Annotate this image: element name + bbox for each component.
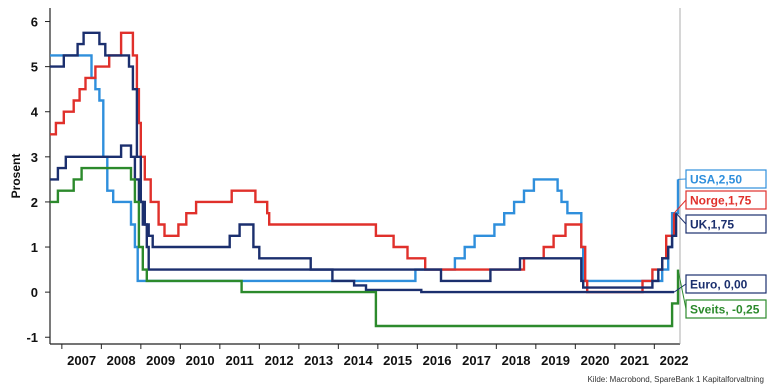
end-label-norge: Norge,1,75 (690, 194, 752, 208)
end-labels-layer: USA,2,50 Norge,1,75 UK,1,75 Euro, 0,00 Sveit… (673, 169, 767, 319)
y-tick-label: 1 (31, 240, 38, 255)
y-axis-label: Prosent (9, 154, 23, 199)
x-tick-label: 2020 (581, 353, 610, 368)
x-tick-label: 2011 (225, 353, 253, 368)
series-line-sveits (50, 166, 680, 328)
end-label-box-norge (685, 190, 767, 210)
series-line-euro (50, 144, 675, 294)
end-label-box-sveits (685, 299, 767, 319)
y-tick-label: 3 (31, 150, 38, 165)
x-tick-label: 2012 (265, 353, 294, 368)
leader-line-uk (675, 212, 687, 225)
x-tick-label: 2021 (620, 353, 649, 368)
y-tick-label: -1 (26, 330, 38, 345)
x-tick-label: 2017 (462, 353, 491, 368)
x-tick-label: 2016 (423, 353, 452, 368)
leader-line-euro (673, 283, 687, 293)
series-line-norge (50, 31, 676, 294)
end-label-box-euro (685, 274, 767, 294)
end-label-uk: UK,1,75 (690, 218, 734, 232)
x-tick-label: 2019 (541, 353, 570, 368)
x-tick-label: 2007 (67, 353, 96, 368)
x-tick-label: 2013 (304, 353, 333, 368)
end-label-usa: USA,2,50 (690, 173, 742, 187)
x-tick-label: 2010 (186, 353, 215, 368)
x-tick-label: 2008 (107, 353, 136, 368)
x-tick-label: 2009 (146, 353, 175, 368)
end-label-euro: Euro, 0,00 (690, 278, 748, 292)
series-layer (50, 31, 680, 328)
y-tick-label: 5 (31, 60, 38, 75)
x-tick-label: 2015 (383, 353, 412, 368)
y-tick-label: 0 (31, 285, 38, 300)
end-label-box-usa (685, 169, 767, 189)
y-tick-label: 6 (31, 15, 38, 30)
y-tick-label: 2 (31, 195, 38, 210)
end-label-sveits: Sveits, -0,25 (690, 303, 760, 317)
end-label-box-uk (685, 214, 767, 234)
leader-line-norge (673, 199, 687, 214)
x-tick-label: 2018 (502, 353, 531, 368)
source-note: Kilde: Macrobond, SpareBank 1 Kapitalfor… (587, 375, 764, 384)
y-tick-label: 4 (31, 105, 39, 120)
leader-line-sveits (677, 269, 687, 310)
series-line-uk (50, 31, 678, 289)
axes: -1 0 1 2 3 4 5 6 2007 2008 2009 2010 2011 2012 2013 201… (26, 8, 689, 368)
x-tick-label: 2022 (660, 353, 689, 368)
x-tick-label: 2014 (344, 353, 374, 368)
